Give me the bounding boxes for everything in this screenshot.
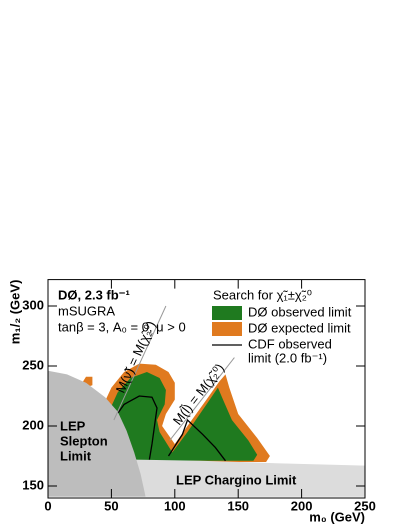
annotation: tanβ = 3, A₀ = 0, μ > 0 — [58, 319, 186, 334]
legend-label: CDF observed — [248, 336, 332, 351]
y-axis-title: m₁/₂ (GeV) — [7, 280, 22, 345]
x-tick-label: 200 — [291, 498, 313, 513]
x-axis-title: m₀ (GeV) — [309, 509, 365, 524]
y-tick-label: 200 — [22, 417, 44, 432]
annotation: mSUGRA — [58, 303, 115, 318]
legend-title: Search for χ̃₁±χ̃₂⁰ — [213, 287, 312, 302]
region-label: LEP Chargino Limit — [176, 472, 297, 487]
x-tick-label: 50 — [104, 498, 118, 513]
x-tick-label: 150 — [227, 498, 249, 513]
x-tick-label: 250 — [354, 498, 376, 513]
y-tick-label: 150 — [22, 477, 44, 492]
legend-label: DØ observed limit — [248, 304, 352, 319]
legend-label: DØ expected limit — [248, 320, 351, 335]
lep-region — [134, 459, 365, 497]
limit-region — [108, 372, 258, 461]
x-tick-label: 100 — [164, 498, 186, 513]
mass-line — [113, 305, 167, 421]
plot-frame — [47, 279, 366, 499]
legend-label: limit (2.0 fb⁻¹) — [248, 350, 327, 365]
y-tick-label: 300 — [22, 297, 44, 312]
legend-swatch — [212, 322, 242, 336]
limit-line — [113, 395, 227, 462]
region-label: Slepton — [60, 433, 108, 448]
legend-swatch — [212, 306, 242, 320]
lep-region — [48, 370, 146, 497]
annotation: DØ, 2.3 fb⁻¹ — [58, 287, 130, 302]
mass-line — [169, 357, 235, 441]
region-label: Limit — [60, 448, 92, 463]
region-label: LEP — [60, 418, 86, 433]
x-tick-label: 0 — [44, 498, 51, 513]
y-tick-label: 250 — [22, 357, 44, 372]
plot-area — [48, 305, 365, 497]
